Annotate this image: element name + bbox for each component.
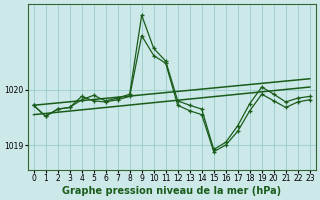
X-axis label: Graphe pression niveau de la mer (hPa): Graphe pression niveau de la mer (hPa) bbox=[62, 186, 281, 196]
